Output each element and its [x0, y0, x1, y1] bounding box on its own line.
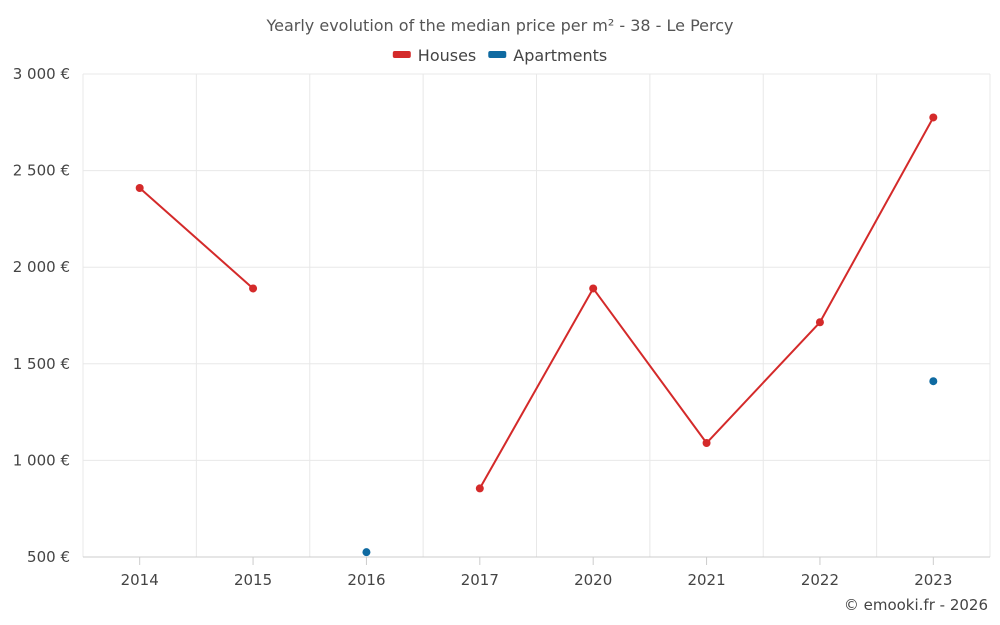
x-tick-label: 2022: [801, 571, 839, 589]
series-houses: [135, 113, 938, 493]
houses-point[interactable]: [589, 284, 598, 293]
houses-point[interactable]: [929, 113, 938, 122]
y-tick-label: 2 500 €: [13, 162, 70, 180]
x-tick-label: 2023: [914, 571, 952, 589]
legend-label-apartments: Apartments: [513, 46, 607, 65]
houses-point[interactable]: [815, 318, 824, 327]
x-tick-label: 2021: [687, 571, 725, 589]
y-tick-label: 1 500 €: [13, 355, 70, 373]
x-tick-label: 2020: [574, 571, 612, 589]
x-tick-label: 2016: [347, 571, 385, 589]
chart-title: Yearly evolution of the median price per…: [265, 16, 733, 35]
houses-line-segment: [818, 116, 935, 324]
apartments-point[interactable]: [929, 377, 938, 386]
legend-swatch-apartments[interactable]: [488, 51, 507, 58]
houses-line-segment: [592, 287, 708, 445]
apartments-point[interactable]: [362, 548, 371, 557]
y-tick-label: 1 000 €: [13, 451, 70, 469]
y-tick-label: 3 000 €: [13, 65, 70, 83]
legend-label-houses: Houses: [418, 46, 476, 65]
houses-line-segment: [138, 186, 255, 290]
y-tick-label: 2 000 €: [13, 258, 70, 276]
gridlines: [82, 73, 991, 557]
x-tick-label: 2015: [234, 571, 272, 589]
houses-line-segment: [478, 287, 595, 490]
legend: Houses Apartments: [392, 46, 607, 65]
houses-point[interactable]: [135, 183, 144, 192]
x-tick-label: 2014: [121, 571, 159, 589]
credit-text: © emooki.fr - 2026: [844, 596, 988, 614]
x-axis-tick-labels: 2014 2015 2016 2017 2020 2021 2022 2023: [121, 557, 952, 589]
houses-line-segment: [705, 321, 821, 445]
y-axis-tick-labels: 500 € 1 000 € 1 500 € 2 000 € 2 500 € 3 000 €: [13, 65, 70, 566]
series-layer: [135, 113, 938, 557]
houses-point[interactable]: [249, 284, 258, 293]
houses-point[interactable]: [475, 484, 484, 493]
series-apartments: [362, 377, 938, 557]
x-tick-label: 2017: [461, 571, 499, 589]
houses-point[interactable]: [702, 439, 711, 448]
y-tick-label: 500 €: [27, 548, 70, 566]
legend-swatch-houses[interactable]: [392, 51, 411, 58]
